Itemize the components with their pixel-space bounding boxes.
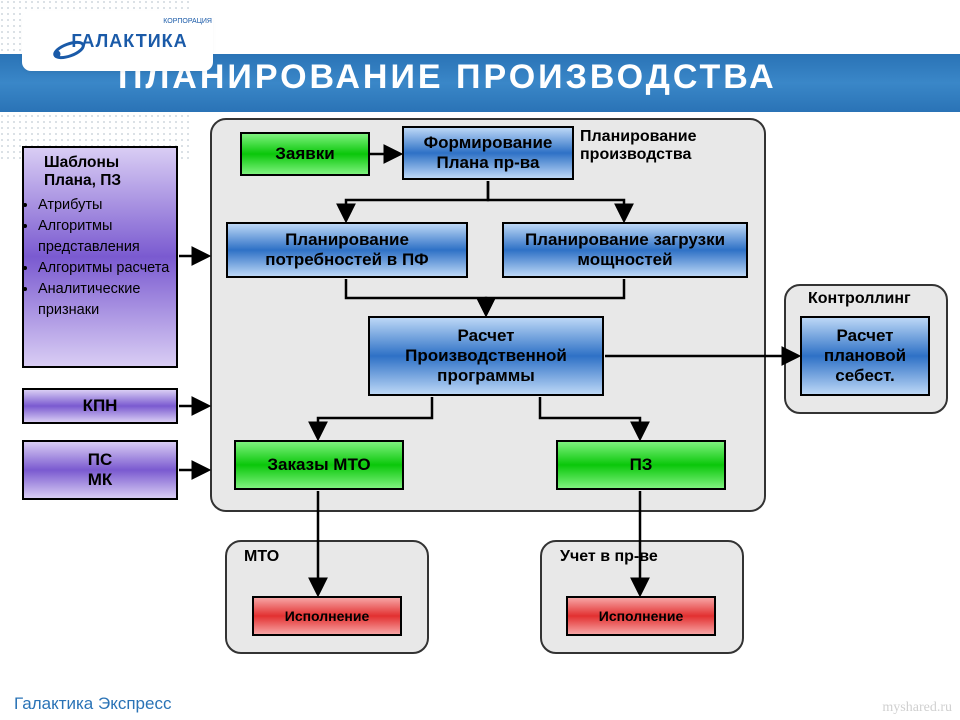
watermark: myshared.ru: [882, 700, 952, 716]
node-plan-pf: Планирование потребностей в ПФ: [226, 222, 468, 278]
node-zakazy-mto: Заказы МТО: [234, 440, 404, 490]
templates-title: Шаблоны Плана, ПЗ: [44, 154, 174, 190]
region-controlling-label: Контроллинг: [808, 290, 911, 308]
templates-bullet: Атрибуты: [38, 195, 184, 216]
node-pz: ПЗ: [556, 440, 726, 490]
node-isp1: Исполнение: [252, 596, 402, 636]
footer-text: Галактика Экспресс: [14, 694, 171, 714]
node-raschet-seb: Расчет плановой себест.: [800, 316, 930, 396]
node-plan-load: Планирование загрузки мощностей: [502, 222, 748, 278]
node-kpn: КПН: [22, 388, 178, 424]
node-isp2: Исполнение: [566, 596, 716, 636]
node-zayavki: Заявки: [240, 132, 370, 176]
node-ps-mk: ПС МК: [22, 440, 178, 500]
templates-bullet: Аналитические признаки: [38, 279, 184, 321]
templates-bullets: Атрибуты Алгоритмы представления Алгорит…: [24, 195, 184, 321]
region-main-label: Планирование производства: [580, 128, 750, 164]
templates-bullet: Алгоритмы представления: [38, 216, 184, 258]
page-title: ПЛАНИРОВАНИЕ ПРОИЗВОДСТВА: [118, 58, 938, 97]
region-uchet-label: Учет в пр-ве: [560, 548, 658, 566]
node-form-plan: Формирование Плана пр-ва: [402, 126, 574, 180]
logo: ГАЛАКТИКА КОРПОРАЦИЯ: [25, 14, 210, 68]
logo-subtext: КОРПОРАЦИЯ: [163, 18, 212, 25]
templates-bullet: Алгоритмы расчета: [38, 258, 184, 279]
logo-swoosh-icon: [53, 30, 87, 64]
region-mto-label: МТО: [244, 548, 279, 566]
node-raschet-prog: Расчет Производственной программы: [368, 316, 604, 396]
logo-text: ГАЛАКТИКА: [71, 31, 187, 52]
